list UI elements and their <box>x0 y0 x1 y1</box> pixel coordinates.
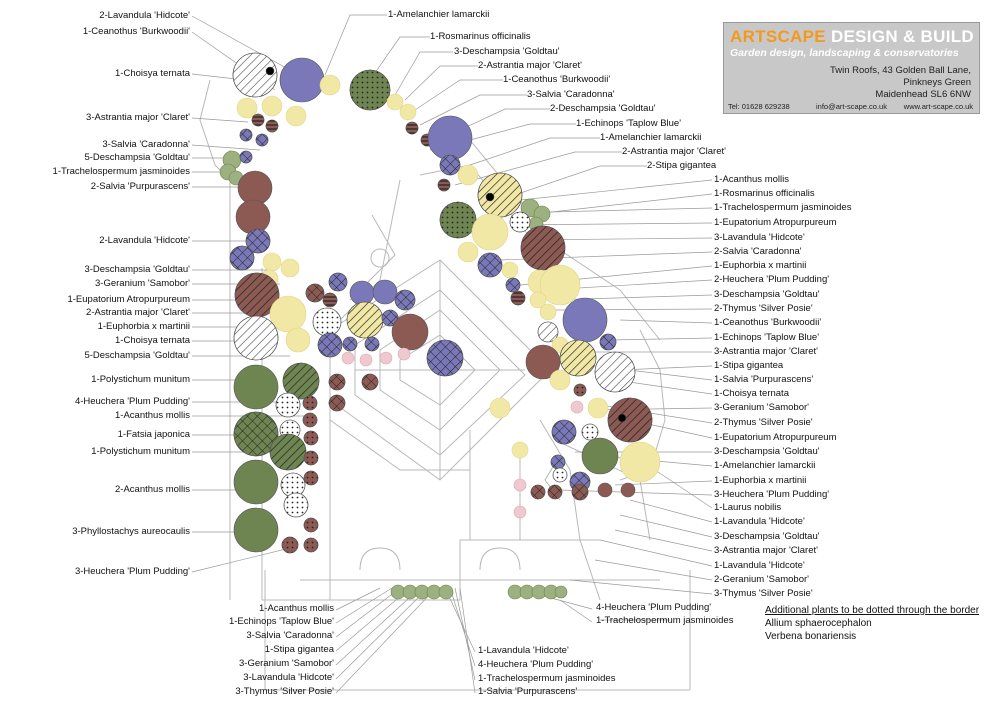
plant-label: 1-Ceanothus 'Burkwoodii' <box>503 74 611 85</box>
plant-label: 1-Lavandula 'Hidcote' <box>478 645 569 656</box>
plant-label: 3-Deschampsia 'Goldtau' <box>714 531 820 542</box>
plant-label: 3-Geranium 'Samobor' <box>95 278 190 289</box>
plant-label: 5-Deschampsia 'Goldtau' <box>84 152 190 163</box>
plant-label: 2-Stipa gigantea <box>647 160 717 171</box>
email: info@art-scape.co.uk <box>816 102 887 111</box>
plant-label: 3-Thymus 'Silver Posie' <box>235 686 334 697</box>
telephone: Tel: 01628 629238 <box>728 102 790 111</box>
plant-label: 1-Polystichum munitum <box>91 446 190 457</box>
website: www.art-scape.co.uk <box>903 102 973 111</box>
plant-label: 1-Ceanothus 'Burkwoodii' <box>714 317 822 328</box>
plant-label: 2-Geranium 'Samobor' <box>714 574 809 585</box>
plant-label: 2-Lavandula 'Hidcote' <box>99 10 190 21</box>
plant-label: 1-Salvia 'Purpurascens' <box>478 686 578 697</box>
additional-plant-item: Verbena bonariensis <box>765 631 857 642</box>
plant-label: 3-Salvia 'Caradonna' <box>102 139 190 150</box>
plant-label: 3-Salvia 'Caradonna' <box>246 630 334 641</box>
plant-label: 2-Deschampsia 'Goldtau' <box>550 103 656 114</box>
plant-label: 1-Eupatorium Atropurpureum <box>714 432 837 443</box>
plant-label: 3-Deschampsia 'Goldtau' <box>84 264 190 275</box>
plant-label: 1-Trachelospermum jasminoides <box>478 673 616 684</box>
plant-label: 3-Salvia 'Caradonna' <box>527 89 615 100</box>
plant-label: 3-Astrantia major 'Claret' <box>714 545 818 556</box>
plant-label: 1-Eupatorium Atropurpureum <box>67 294 190 305</box>
plant-label: 3-Deschampsia 'Goldtau' <box>454 46 560 57</box>
plant-label: 1-Trachelospermum jasminoides <box>714 202 852 213</box>
additional-plants-note: Additional plants to be dotted through t… <box>765 604 979 643</box>
plant-label: 1-Stipa gigantea <box>264 644 334 655</box>
plant-label: 2-Astrantia major 'Claret' <box>478 60 582 71</box>
plant-label: 1-Echinops 'Taplow Blue' <box>576 118 682 129</box>
plant-label: 3-Heuchera 'Plum Pudding' <box>74 566 190 577</box>
plant-label: 3-Phyllostachys aureocaulis <box>72 526 190 537</box>
address-line-2: Pinkneys Green <box>903 77 971 88</box>
plant-label: 2-Salvia 'Caradonna' <box>714 246 802 257</box>
plant-label: 1-Echinops 'Taplow Blue' <box>228 616 334 627</box>
address-line-1: Twin Roofs, 43 Golden Ball Lane, <box>829 65 971 76</box>
plant-label: 1-Echinops 'Taplow Blue' <box>714 332 820 343</box>
plant-label: 1-Lavandula 'Hidcote' <box>714 516 805 527</box>
plant-label: 1-Trachelospermum jasminoides <box>52 166 190 177</box>
plant-label: 2-Astrantia major 'Claret' <box>86 307 190 318</box>
plant-label: 3-Lavandula 'Hidcote' <box>714 232 805 243</box>
plant-label: 1-Rosmarinus officinalis <box>430 31 531 42</box>
plant-label: 2-Heuchera 'Plum Pudding' <box>714 274 830 285</box>
plant-label: 1-Acanthus mollis <box>115 410 190 421</box>
plant-label: 2-Thymus 'Silver Posie' <box>714 417 813 428</box>
plant-label: 4-Heuchera 'Plum Pudding' <box>596 602 712 613</box>
plant-label: 1-Euphorbia x martinii <box>97 321 190 332</box>
plant-label: 4-Heuchera 'Plum Pudding' <box>74 396 190 407</box>
plant-label: 1-Amelanchier lamarckii <box>714 460 816 471</box>
additional-plant-item: Allium sphaerocephalon <box>765 618 872 629</box>
company-tagline: Garden design, landscaping & conservator… <box>730 47 959 59</box>
address-line-3: Maidenhead SL6 6NW <box>875 89 971 100</box>
plant-label: 1-Lavandula 'Hidcote' <box>714 560 805 571</box>
plant-label: 4-Heuchera 'Plum Pudding' <box>478 659 594 670</box>
company-name-part2: DESIGN & BUILD <box>825 27 974 46</box>
plant-label: 1-Euphorbia x martinii <box>714 475 807 486</box>
plant-label: 1-Amelanchier lamarckii <box>600 132 702 143</box>
plant-label: 1-Acanthus mollis <box>259 603 334 614</box>
company-name-part1: ARTSCAPE <box>730 27 826 46</box>
plant-label: 1-Choisya ternata <box>115 68 190 79</box>
plant-label: 3-Deschampsia 'Goldtau' <box>714 289 820 300</box>
additional-plants-title: Additional plants to be dotted through t… <box>765 605 980 616</box>
plant-label: 3-Lavandula 'Hidcote' <box>243 672 334 683</box>
plant-label: 1-Salvia 'Purpurascens' <box>714 374 814 385</box>
plant-label: 2-Salvia 'Purpurascens' <box>90 181 190 192</box>
plant-label: 5-Deschampsia 'Goldtau' <box>84 350 190 361</box>
plant-label: 1-Fatsia japonica <box>117 429 190 440</box>
plant-label: 3-Thymus 'Silver Posie' <box>714 588 813 599</box>
plant-label: 1-Choisya ternata <box>115 335 190 346</box>
plant-label: 3-Astrantia major 'Claret' <box>86 112 190 123</box>
plant-label: 2-Acanthus mollis <box>115 484 190 495</box>
plant-label: 1-Acanthus mollis <box>714 174 789 185</box>
plant-label: 2-Thymus 'Silver Posie' <box>714 303 813 314</box>
plant-label: 3-Geranium 'Samobor' <box>714 402 809 413</box>
plant-label: 1-Eupatorium Atropurpureum <box>714 217 837 228</box>
plant-label: 1-Ceanothus 'Burkwoodii' <box>82 26 190 37</box>
plant-label: 1-Euphorbia x martinii <box>714 260 807 271</box>
plant-label: 1-Trachelospermum jasminoides <box>596 615 734 626</box>
plant-label: 1-Amelanchier lamarckii <box>388 9 490 20</box>
plant-label: 3-Geranium 'Samobor' <box>239 658 334 669</box>
plant-label: 3-Astrantia major 'Claret' <box>714 346 818 357</box>
plant-label: 1-Stipa gigantea <box>714 360 784 371</box>
company-name: ARTSCAPE DESIGN & BUILD <box>730 27 974 47</box>
plant-label: 1-Laurus nobilis <box>714 502 782 513</box>
plant-symbols <box>229 52 661 554</box>
plant-label: 3-Heuchera 'Plum Pudding' <box>714 489 830 500</box>
plant-label: 2-Astrantia major 'Claret' <box>622 146 726 157</box>
plant-label: 1-Polystichum munitum <box>91 374 190 385</box>
plant-label: 3-Deschampsia 'Goldtau' <box>714 446 820 457</box>
plant-label: 1-Rosmarinus officinalis <box>714 188 815 199</box>
company-title-block: ARTSCAPE DESIGN & BUILD Garden design, l… <box>723 22 980 114</box>
plant-label: 2-Lavandula 'Hidcote' <box>99 235 190 246</box>
plant-label: 1-Choisya ternata <box>714 388 789 399</box>
